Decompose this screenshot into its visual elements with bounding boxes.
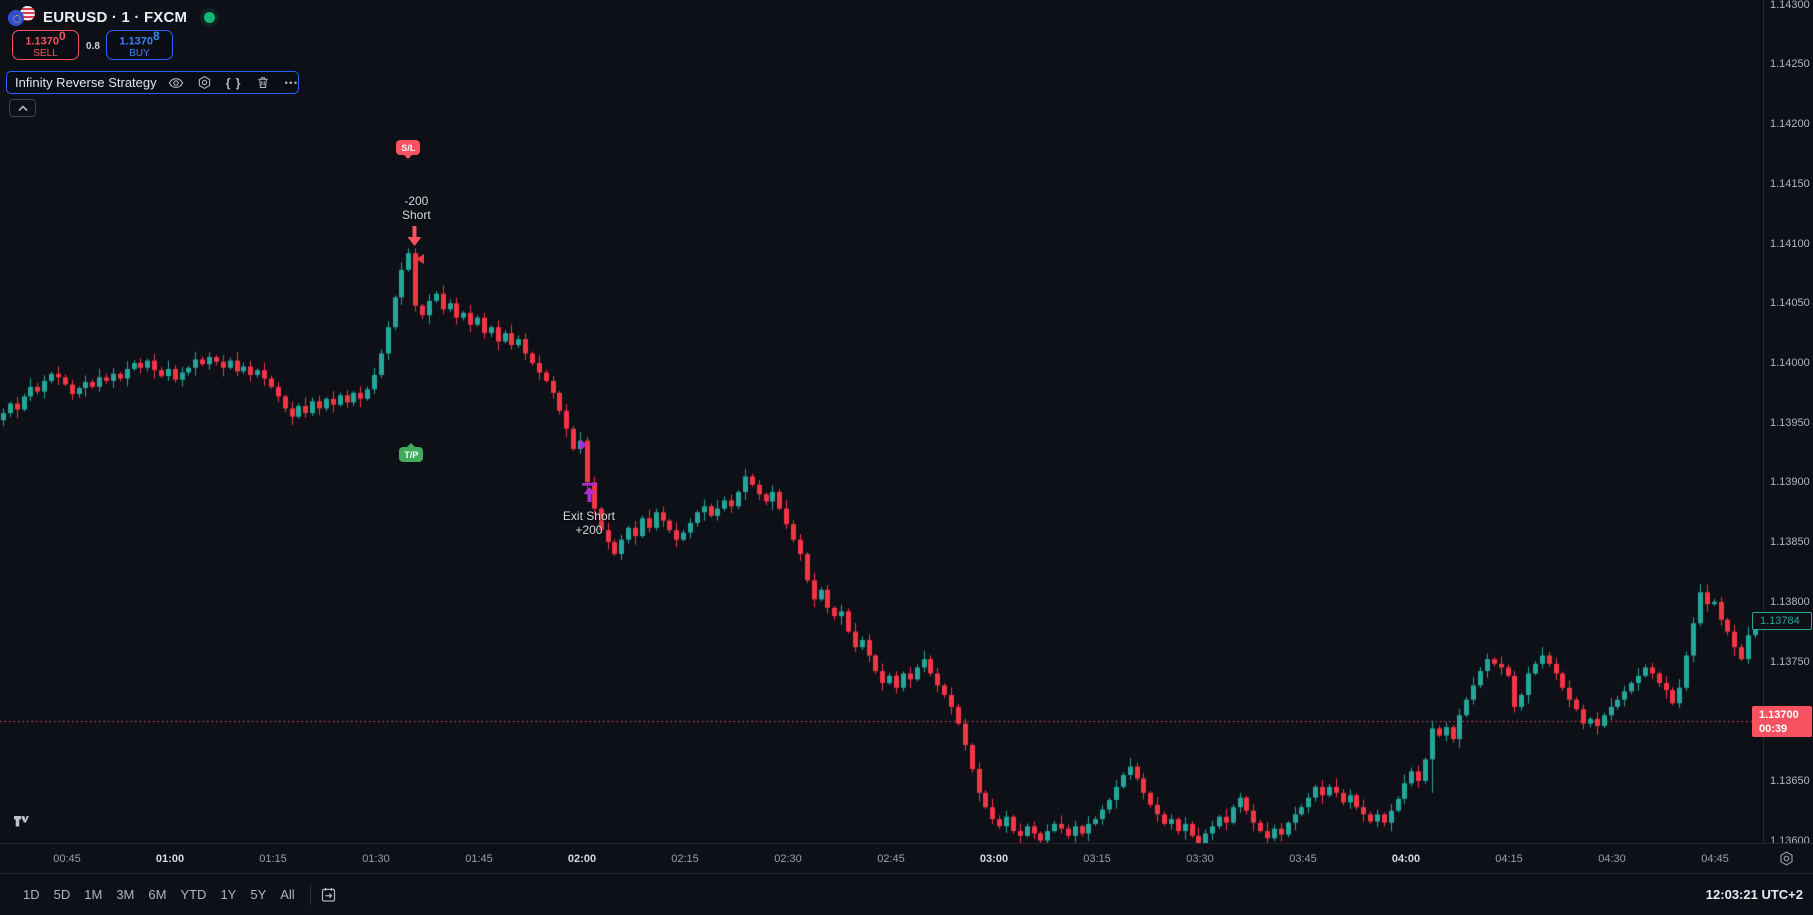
time-tick-label: 02:15 [671, 852, 699, 865]
settings-icon[interactable] [197, 75, 213, 91]
eye-icon[interactable] [168, 75, 184, 91]
range-1d[interactable]: 1D [23, 887, 40, 902]
price-tick-label: 1.14050 [1770, 297, 1810, 310]
exit-label: Exit Short [562, 508, 615, 523]
currency-pair-icon [8, 6, 39, 28]
entry-side-label: Short [401, 208, 431, 223]
time-tick-label: 03:45 [1289, 852, 1317, 865]
time-tick-label: 03:30 [1186, 852, 1214, 865]
range-all[interactable]: All [280, 887, 295, 902]
bid-countdown-label: 1.13700 00:39 [1752, 706, 1812, 738]
exit-price-triangle-icon [579, 437, 588, 455]
time-tick-label: 00:45 [53, 852, 81, 865]
short-exit-arrow-icon [581, 482, 597, 507]
entry-price-triangle-icon [416, 251, 425, 269]
time-tick-label: 02:30 [774, 852, 802, 865]
strategy-name[interactable]: Infinity Reverse Strategy [15, 75, 157, 90]
entry-pnl-label: -200 [404, 194, 429, 209]
price-tick-label: 1.13650 [1770, 774, 1810, 787]
time-tick-label: 03:15 [1083, 852, 1111, 865]
range-6m[interactable]: 6M [148, 887, 167, 902]
price-tick-label: 1.14100 [1770, 237, 1810, 250]
price-tick-label: 1.14000 [1770, 356, 1810, 369]
price-tick-label: 1.13900 [1770, 476, 1810, 489]
sell-label: SELL [33, 48, 58, 60]
clock-timezone[interactable]: 12:03:21 UTC+2 [1705, 887, 1803, 902]
bar-countdown: 00:39 [1759, 723, 1788, 736]
buy-label: BUY [129, 48, 150, 60]
price-tick-label: 1.14200 [1770, 118, 1810, 131]
delete-icon[interactable] [255, 75, 271, 91]
range-5y[interactable]: 5Y [250, 887, 267, 902]
source-code-icon[interactable]: { } [225, 75, 242, 90]
time-tick-label: 02:00 [567, 852, 597, 865]
time-tick-label: 01:15 [259, 852, 287, 865]
time-tick-label: 02:45 [877, 852, 905, 865]
more-options-icon[interactable]: ••• [284, 77, 299, 88]
toolbar-divider [309, 884, 311, 905]
exit-pnl-label: +200 [575, 522, 603, 537]
chevron-up-icon [17, 104, 28, 111]
price-tick-label: 1.13950 [1770, 416, 1810, 429]
time-tick-label: 01:30 [362, 852, 390, 865]
range-5d[interactable]: 5D [53, 887, 71, 902]
collapse-legend-button[interactable] [9, 99, 36, 117]
range-ytd[interactable]: YTD [180, 887, 207, 902]
time-tick-label: 04:00 [1391, 852, 1421, 865]
price-tick-label: 1.14300 [1770, 0, 1810, 11]
time-tick-label: 01:00 [155, 852, 185, 865]
go-to-date-icon[interactable] [319, 886, 338, 904]
price-tick-label: 1.13750 [1770, 655, 1810, 668]
symbol-title[interactable]: EURUSD · 1 · FXCM [43, 8, 188, 26]
price-tick-label: 1.13800 [1770, 595, 1810, 608]
stop-loss-badge[interactable]: S/L [396, 140, 421, 156]
short-entry-arrow-icon [407, 226, 422, 251]
time-tick-label: 04:15 [1495, 852, 1523, 865]
symbol-header[interactable]: EURUSD · 1 · FXCM [8, 6, 216, 28]
time-axis[interactable]: 00:45 01:00 01:15 01:30 01:45 02:00 02:15 02:30… [0, 843, 1813, 873]
price-tick-label: 1.13850 [1770, 536, 1810, 549]
sell-button[interactable]: 1.13700 SELL [12, 30, 79, 60]
strategy-legend-row[interactable]: Infinity Reverse Strategy { } ••• [6, 71, 299, 94]
buy-price: 1.13708 [119, 28, 160, 48]
spread-value: 0.8 [86, 41, 100, 52]
market-open-status-dot[interactable] [204, 11, 216, 23]
price-tick-label: 1.14150 [1770, 177, 1810, 190]
time-tick-label: 04:45 [1701, 852, 1729, 865]
range-3m[interactable]: 3M [116, 887, 135, 902]
take-profit-badge[interactable]: T/P [399, 446, 424, 462]
time-tick-label: 01:45 [465, 852, 493, 865]
range-1m[interactable]: 1M [84, 887, 103, 902]
price-tick-label: 1.13600 [1770, 834, 1810, 843]
bottom-toolbar: 1D 5D 1M 3M 6M YTD 1Y 5Y All 12:03:21 UT… [0, 873, 1813, 915]
time-tick-label: 04:30 [1598, 852, 1626, 865]
axis-settings-gear-icon[interactable] [1778, 850, 1795, 872]
price-tick-label: 1.14250 [1770, 58, 1810, 71]
time-tick-label: 03:00 [979, 852, 1009, 865]
candlestick-chart[interactable] [0, 0, 1763, 843]
bid-price: 1.13700 [1759, 709, 1799, 722]
range-1y[interactable]: 1Y [220, 887, 237, 902]
buy-button[interactable]: 1.13708 BUY [106, 30, 173, 60]
last-price-label: 1.13784 [1752, 611, 1812, 630]
eur-flag-icon [8, 10, 24, 26]
sell-price: 1.13700 [25, 28, 66, 48]
tradingview-logo[interactable] [14, 816, 45, 839]
